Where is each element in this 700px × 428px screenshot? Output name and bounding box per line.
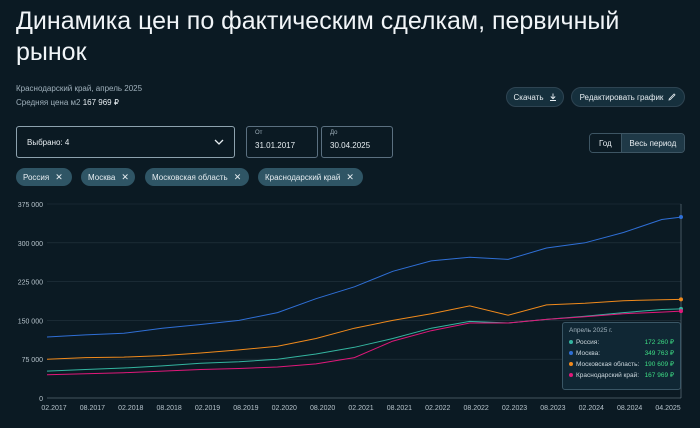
x-tick-label: 08.2017 bbox=[80, 405, 105, 412]
download-label: Скачать bbox=[513, 92, 544, 102]
tooltip-value: 167 969 ₽ bbox=[644, 372, 674, 379]
tooltip-value: 172 260 ₽ bbox=[644, 339, 674, 346]
chip-russia[interactable]: Россия ✕ bbox=[16, 168, 72, 186]
x-tick-label: 08.2018 bbox=[156, 405, 181, 412]
page-title: Динамика цен по фактическим сделкам, пер… bbox=[16, 7, 620, 66]
tooltip-name: Московская область: bbox=[576, 360, 640, 368]
tooltip-value: 190 609 ₽ bbox=[644, 361, 674, 368]
series-end-point bbox=[679, 297, 683, 302]
tooltip-name: Краснодарский край: bbox=[576, 371, 640, 379]
series-line bbox=[46, 310, 682, 376]
tooltip-row: Краснодарский край: 167 969 ₽ bbox=[569, 371, 674, 379]
chip-label: Московская область bbox=[152, 172, 228, 182]
y-tick-label: 0 bbox=[39, 396, 43, 403]
x-tick-label: 02.2021 bbox=[348, 405, 373, 412]
period-toggle[interactable]: Год Весь период bbox=[589, 133, 685, 153]
series-line bbox=[46, 308, 682, 372]
close-icon[interactable]: ✕ bbox=[55, 171, 63, 182]
date-from-label: От bbox=[255, 130, 263, 136]
region-subtitle: Краснодарский край, апрель 2025 bbox=[16, 84, 143, 93]
chip-krasnodar[interactable]: Краснодарский край ✕ bbox=[258, 168, 363, 186]
period-all-button[interactable]: Весь период bbox=[620, 134, 684, 152]
chip-label: Россия bbox=[23, 172, 50, 182]
date-to-value: 30.04.2025 bbox=[330, 141, 371, 150]
tooltip-header: Апрель 2025 г. bbox=[569, 327, 613, 334]
close-icon[interactable]: ✕ bbox=[121, 171, 129, 182]
series-line bbox=[46, 216, 682, 338]
tooltip-name: Россия: bbox=[576, 338, 600, 346]
edit-chart-label: Редактировать график bbox=[579, 92, 664, 102]
tooltip-row: Россия: 172 260 ₽ bbox=[569, 338, 674, 346]
x-tick-label: 02.2020 bbox=[272, 405, 297, 412]
x-tick-label: 04.2025 bbox=[655, 405, 680, 412]
legend-dot bbox=[569, 362, 573, 366]
tooltip-value: 349 763 ₽ bbox=[644, 350, 674, 357]
tooltip-row: Москва: 349 763 ₽ bbox=[569, 349, 674, 357]
chevron-down-icon bbox=[214, 139, 224, 145]
x-tick-label: 08.2019 bbox=[233, 405, 258, 412]
series-select[interactable]: Выбрано: 4 bbox=[16, 126, 235, 158]
y-tick-label: 225 000 bbox=[18, 280, 43, 287]
x-tick-label: 08.2020 bbox=[310, 405, 335, 412]
series-end-point bbox=[679, 309, 683, 314]
x-tick-label: 02.2022 bbox=[425, 405, 450, 412]
chip-moscow-region[interactable]: Московская область ✕ bbox=[145, 168, 249, 186]
date-from-field[interactable]: От 31.01.2017 bbox=[246, 126, 318, 158]
x-tick-label: 08.2022 bbox=[463, 405, 488, 412]
chip-label: Москва bbox=[88, 172, 116, 182]
x-tick-label: 02.2018 bbox=[118, 405, 143, 412]
download-icon bbox=[549, 93, 556, 101]
y-tick-label: 150 000 bbox=[18, 318, 43, 325]
chip-label: Краснодарский край bbox=[265, 172, 341, 182]
average-price: Средняя цена м2 167 969 ₽ bbox=[16, 98, 119, 107]
legend-dot bbox=[569, 373, 573, 377]
x-tick-label: 08.2021 bbox=[387, 405, 412, 412]
y-tick-label: 300 000 bbox=[18, 241, 43, 248]
close-icon[interactable]: ✕ bbox=[233, 171, 242, 182]
x-tick-label: 08.2023 bbox=[540, 405, 565, 412]
x-tick-label: 08.2024 bbox=[617, 405, 642, 412]
legend-dot bbox=[569, 351, 573, 355]
x-tick-label: 02.2019 bbox=[195, 405, 220, 412]
series-end-point bbox=[679, 215, 683, 220]
legend-dot bbox=[569, 340, 573, 344]
x-tick-label: 02.2024 bbox=[579, 405, 604, 412]
date-from-value: 31.01.2017 bbox=[255, 141, 296, 150]
y-tick-label: 375 000 bbox=[18, 202, 43, 209]
tooltip-row: Московская область: 190 609 ₽ bbox=[569, 360, 674, 368]
average-price-label: Средняя цена м2 bbox=[16, 98, 81, 107]
chip-moscow[interactable]: Москва ✕ bbox=[81, 168, 135, 186]
date-to-label: До bbox=[330, 130, 338, 136]
download-button[interactable]: Скачать bbox=[506, 87, 564, 107]
edit-chart-button[interactable]: Редактировать график bbox=[571, 87, 685, 107]
y-tick-label: 75 000 bbox=[22, 357, 44, 364]
date-to-field[interactable]: До 30.04.2025 bbox=[321, 126, 393, 158]
x-tick-label: 02.2023 bbox=[502, 405, 527, 412]
chart-tooltip: Апрель 2025 г. Россия: 172 260 ₽ Москва:… bbox=[562, 322, 681, 390]
pencil-icon bbox=[668, 93, 676, 101]
close-icon[interactable]: ✕ bbox=[346, 171, 354, 182]
average-price-value: 167 969 ₽ bbox=[82, 98, 119, 107]
tooltip-name: Москва: bbox=[576, 349, 600, 357]
series-line bbox=[46, 298, 682, 360]
series-select-value: Выбрано: 4 bbox=[27, 137, 70, 147]
period-year-button[interactable]: Год bbox=[590, 134, 621, 152]
x-tick-label: 02.2017 bbox=[41, 405, 66, 412]
